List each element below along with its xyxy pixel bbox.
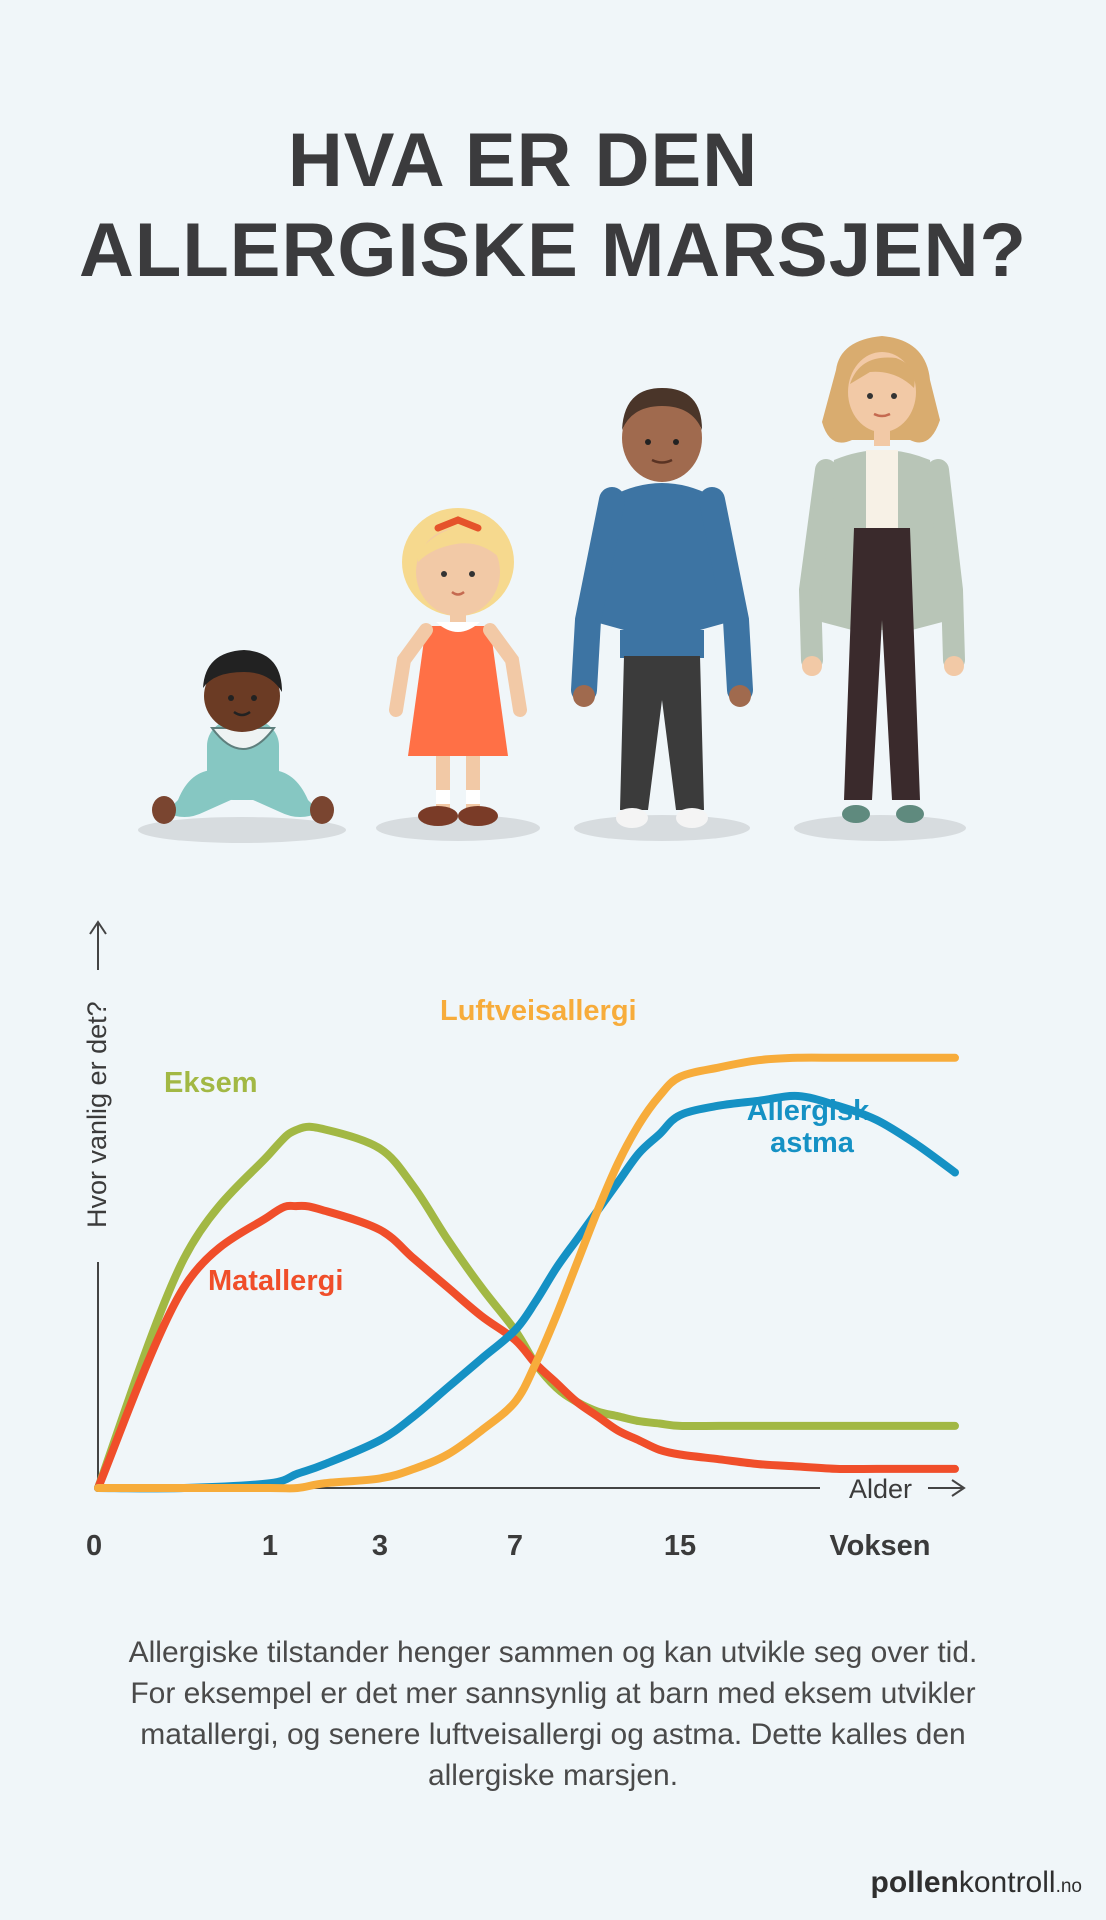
x-tick-label: 0 bbox=[86, 1530, 102, 1562]
series-label-eksem: Eksem bbox=[164, 1067, 258, 1099]
x-axis-arrow-icon bbox=[928, 1479, 966, 1497]
logo-regular: kontroll bbox=[958, 1866, 1056, 1899]
y-axis-arrow-icon bbox=[89, 920, 107, 970]
woman-figure bbox=[798, 336, 965, 823]
logo-bold: pollen bbox=[870, 1866, 959, 1899]
brand-logo: pollenkontroll.no bbox=[871, 1866, 1082, 1900]
shadow bbox=[794, 815, 966, 841]
page-title-line2: ALLERGISKE MARSJEN? bbox=[79, 208, 1027, 293]
boy-figure bbox=[571, 388, 753, 828]
y-axis-label: Hvor vanlig er det? bbox=[82, 1001, 112, 1228]
x-tick-label: 1 bbox=[262, 1530, 278, 1562]
series-label-astma-line1: Allergisk bbox=[747, 1095, 870, 1127]
x-tick-label: 7 bbox=[507, 1530, 523, 1562]
allergic-march-chart: Hvor vanlig er det? Alder 0 1 3 7 15 Voksen E… bbox=[82, 920, 966, 1562]
series-line-allergisk-astma bbox=[94, 1091, 959, 1493]
series-label-astma-line2: astma bbox=[770, 1127, 855, 1159]
series-label-allergisk-astma: Allergisk astma bbox=[747, 1095, 878, 1159]
x-tick-label: 3 bbox=[372, 1530, 388, 1562]
series-line-eksem bbox=[94, 1122, 959, 1492]
shadow bbox=[574, 815, 750, 841]
toddler-girl-figure bbox=[389, 508, 527, 826]
x-axis-label: Alder bbox=[849, 1474, 912, 1504]
x-tick-label: Voksen bbox=[829, 1530, 930, 1562]
series-line-luftveisallergi bbox=[94, 1053, 959, 1493]
series-label-matallergi: Matallergi bbox=[208, 1265, 343, 1297]
page-title-line1: HVA ER DEN bbox=[287, 118, 759, 203]
x-tick-label: 15 bbox=[664, 1530, 696, 1562]
logo-tld: .no bbox=[1055, 1876, 1082, 1897]
baby-figure bbox=[152, 650, 334, 824]
shadow bbox=[376, 815, 540, 841]
shadow bbox=[138, 817, 346, 843]
caption-text: Allergiske tilstander henger sammen og k… bbox=[128, 1636, 978, 1792]
chart-axes: Hvor vanlig er det? Alder bbox=[82, 920, 966, 1504]
series-line-matallergi bbox=[94, 1201, 959, 1492]
series-label-luftveisallergi: Luftveisallergi bbox=[440, 995, 637, 1027]
people-illustration bbox=[138, 336, 966, 843]
